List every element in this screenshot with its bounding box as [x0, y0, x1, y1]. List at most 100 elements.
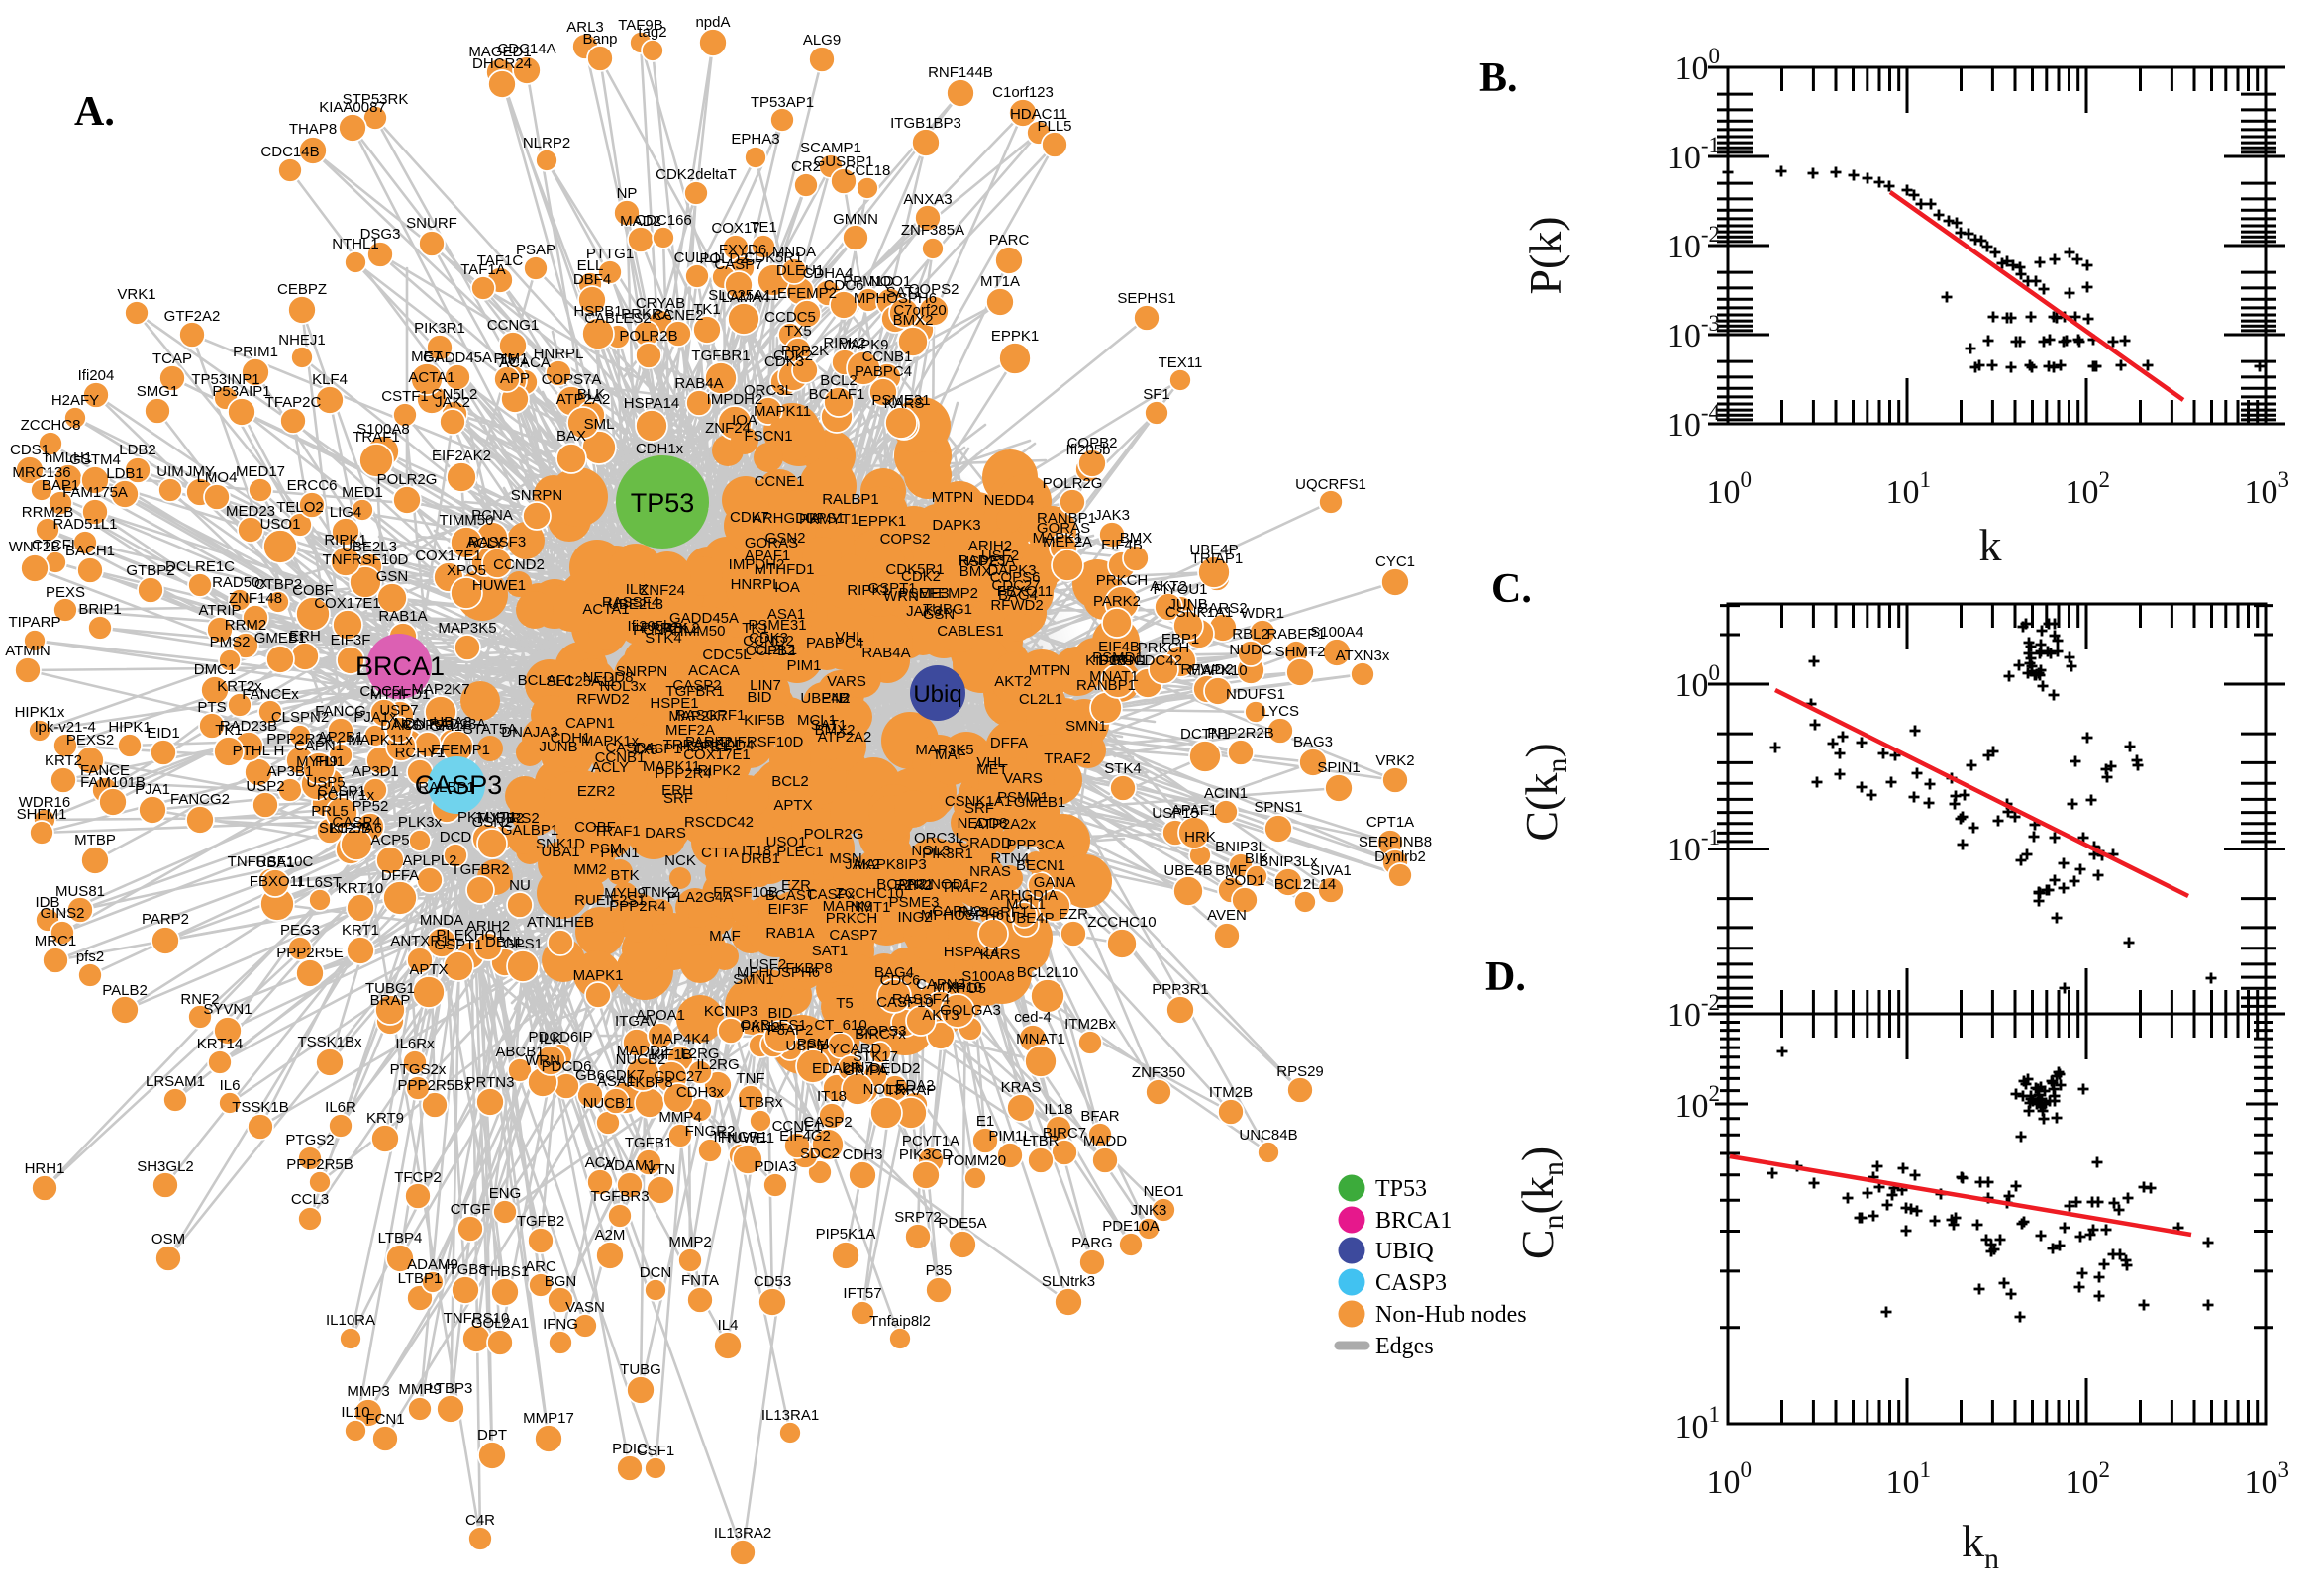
svg-text:SPNS1: SPNS1 — [1254, 799, 1302, 816]
svg-text:CDC166: CDC166 — [635, 212, 692, 229]
svg-text:MAPK1: MAPK1 — [573, 967, 624, 984]
svg-text:NEO1: NEO1 — [1144, 1183, 1184, 1200]
svg-text:IL4: IL4 — [718, 1317, 739, 1334]
svg-text:APAF1: APAF1 — [1171, 802, 1217, 819]
svg-text:STK4: STK4 — [1104, 760, 1142, 777]
svg-text:UIM: UIM — [156, 463, 184, 480]
svg-text:BID: BID — [767, 1005, 792, 1022]
svg-text:Non-Hub nodes: Non-Hub nodes — [1375, 1302, 1527, 1328]
svg-text:IL13RA2: IL13RA2 — [714, 1525, 771, 1542]
svg-text:GPS1: GPS1 — [503, 936, 543, 952]
svg-text:SLC25A11: SLC25A11 — [708, 287, 778, 304]
svg-text:IL6Rx: IL6Rx — [395, 1036, 435, 1052]
svg-text:TK1: TK1 — [215, 722, 243, 739]
svg-text:MEF2A: MEF2A — [665, 722, 715, 739]
svg-text:Tnfaip8l2: Tnfaip8l2 — [869, 1313, 931, 1330]
svg-text:BCL2L14: BCL2L14 — [1274, 876, 1337, 893]
svg-text:NCK: NCK — [664, 852, 696, 869]
svg-text:BMX: BMX — [1120, 530, 1153, 547]
svg-text:PDE5A: PDE5A — [938, 1215, 986, 1232]
svg-text:ORC3L: ORC3L — [914, 830, 963, 847]
svg-text:PPP3CA: PPP3CA — [1006, 837, 1064, 853]
svg-text:CAPN1: CAPN1 — [565, 715, 615, 732]
svg-text:MYH9: MYH9 — [604, 885, 646, 902]
svg-text:MT1A: MT1A — [980, 273, 1020, 290]
svg-text:HIPK1x: HIPK1x — [15, 704, 65, 721]
svg-text:T5: T5 — [836, 995, 854, 1012]
svg-text:CDC27: CDC27 — [991, 577, 1040, 594]
svg-text:TP53: TP53 — [1375, 1176, 1427, 1202]
svg-text:ZNF385A: ZNF385A — [901, 222, 964, 239]
svg-text:PARP2: PARP2 — [142, 911, 189, 928]
svg-text:TX5: TX5 — [784, 323, 812, 340]
svg-text:CL2L1: CL2L1 — [1019, 691, 1062, 708]
svg-text:PN2: PN2 — [821, 690, 850, 707]
svg-text:ARHGDIA: ARHGDIA — [753, 510, 820, 527]
svg-text:CDK2deltaT: CDK2deltaT — [656, 166, 737, 183]
svg-text:UBE4P: UBE4P — [1189, 542, 1238, 558]
svg-text:UQCRFS1: UQCRFS1 — [1295, 476, 1366, 493]
svg-text:Ifi205b: Ifi205b — [627, 618, 671, 635]
svg-text:GSN2: GSN2 — [472, 814, 513, 831]
svg-text:LIG4: LIG4 — [330, 504, 362, 521]
svg-text:CASP4: CASP4 — [605, 740, 654, 756]
svg-text:CCNE1: CCNE1 — [755, 473, 805, 490]
svg-text:ACV: ACV — [585, 1154, 616, 1171]
svg-text:KRAS: KRAS — [1001, 1079, 1042, 1096]
svg-text:102: 102 — [1675, 1081, 1721, 1125]
svg-text:MAPK10: MAPK10 — [1188, 662, 1247, 679]
svg-text:MAPK9: MAPK9 — [839, 337, 889, 353]
svg-text:DHCR24: DHCR24 — [472, 55, 532, 72]
svg-text:NEDD4: NEDD4 — [984, 492, 1035, 509]
svg-text:TE1: TE1 — [750, 219, 777, 236]
svg-text:MTPN: MTPN — [932, 489, 974, 506]
svg-text:IL13RA1: IL13RA1 — [761, 1407, 819, 1424]
svg-text:TSSK1B: TSSK1B — [232, 1099, 289, 1116]
svg-text:THBS1: THBS1 — [481, 1263, 529, 1280]
svg-text:k: k — [1979, 520, 2002, 570]
svg-text:EID1: EID1 — [147, 725, 179, 742]
svg-text:102: 102 — [2066, 1457, 2111, 1501]
svg-text:CDC6: CDC6 — [880, 972, 921, 989]
svg-text:VRK2: VRK2 — [1375, 752, 1414, 769]
svg-text:SNRPN: SNRPN — [511, 487, 563, 504]
svg-text:MTBP: MTBP — [74, 832, 116, 848]
svg-text:CDK5R1: CDK5R1 — [885, 561, 944, 578]
svg-text:MAPK11: MAPK11 — [754, 403, 811, 420]
svg-text:H2AFY: H2AFY — [51, 392, 99, 409]
svg-text:SML: SML — [584, 416, 615, 433]
svg-text:PPP2R5B: PPP2R5B — [286, 1156, 354, 1173]
svg-text:LTBRx: LTBRx — [739, 1094, 783, 1111]
svg-text:KRT14: KRT14 — [197, 1036, 243, 1052]
svg-text:JUNB: JUNB — [1168, 596, 1207, 613]
svg-text:CASP3: CASP3 — [1375, 1270, 1447, 1296]
svg-text:101: 101 — [1886, 1457, 1932, 1501]
svg-text:IL6: IL6 — [220, 1077, 241, 1094]
svg-text:FNTA: FNTA — [681, 1272, 719, 1289]
svg-text:BGN: BGN — [545, 1273, 577, 1290]
svg-text:Ubiq: Ubiq — [913, 681, 961, 708]
svg-text:SH3GL2: SH3GL2 — [137, 1158, 194, 1175]
svg-text:CDH3x: CDH3x — [676, 1084, 725, 1101]
svg-text:MUS81: MUS81 — [55, 883, 105, 900]
svg-text:RNF144B: RNF144B — [928, 64, 993, 81]
svg-text:ITM2B: ITM2B — [1209, 1084, 1253, 1101]
svg-text:CSF1: CSF1 — [637, 1443, 674, 1459]
svg-text:CAPN1: CAPN1 — [294, 738, 344, 754]
svg-text:DCTN1: DCTN1 — [1098, 652, 1148, 669]
svg-text:COX17E1: COX17E1 — [314, 595, 381, 612]
svg-text:TUBG1: TUBG1 — [365, 980, 415, 997]
svg-text:HIPK1: HIPK1 — [108, 719, 151, 736]
svg-text:RIPK1: RIPK1 — [324, 532, 366, 549]
svg-text:TGFBR3: TGFBR3 — [590, 1188, 649, 1205]
svg-text:10-3: 10-3 — [1667, 311, 1720, 354]
svg-text:GSN: GSN — [376, 568, 409, 585]
svg-text:RAB1A: RAB1A — [378, 608, 427, 625]
svg-text:USP5: USP5 — [785, 1038, 824, 1054]
svg-text:NU: NU — [509, 877, 531, 894]
svg-text:PRIM1: PRIM1 — [233, 344, 278, 360]
svg-text:EFEMP1: EFEMP1 — [431, 742, 490, 758]
svg-text:DAPK3: DAPK3 — [932, 517, 980, 534]
svg-text:PDIA3: PDIA3 — [754, 1158, 796, 1175]
svg-text:PLK3x: PLK3x — [398, 814, 443, 831]
